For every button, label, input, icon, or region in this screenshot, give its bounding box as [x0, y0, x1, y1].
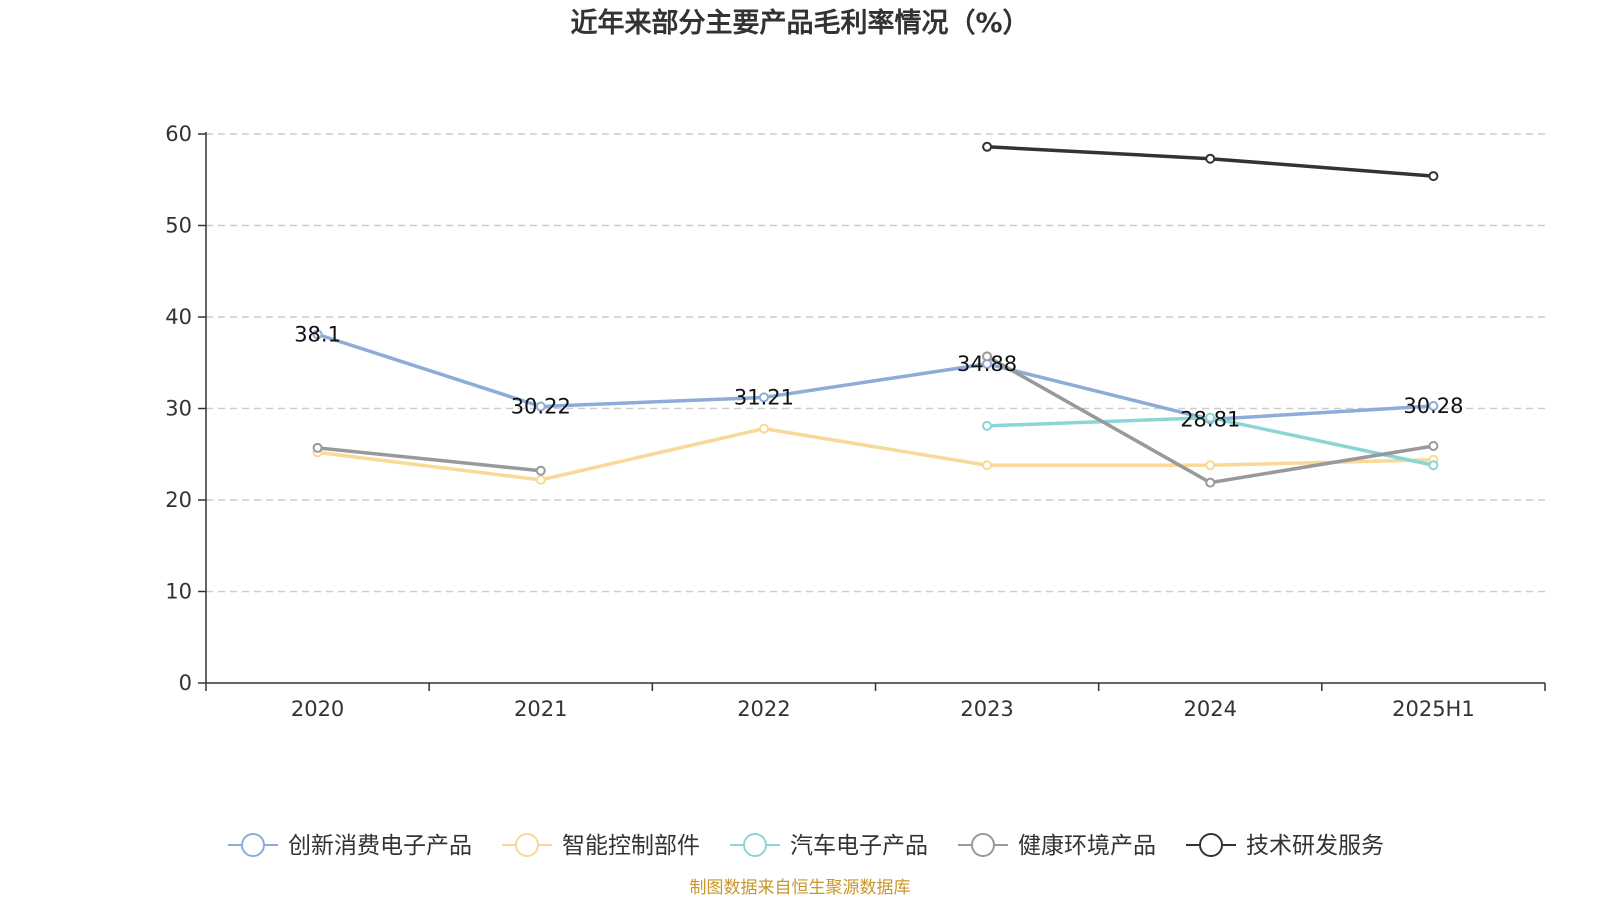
data-point: [312, 329, 323, 340]
legend-marker: [241, 833, 265, 857]
series-line: [317, 446, 541, 473]
legend-marker: [743, 833, 767, 857]
series-line: [317, 332, 1434, 422]
y-tick-label: 30: [165, 397, 192, 421]
legend-marker: [1199, 833, 1223, 857]
y-tick-label: 10: [165, 580, 192, 604]
x-tick-label: 2020: [291, 697, 344, 721]
series-3: [312, 351, 1439, 488]
legend-label: 汽车电子产品: [790, 833, 928, 859]
x-tick-label: 2023: [960, 697, 1013, 721]
data-label: 28.81: [1180, 407, 1240, 431]
legend-label: 健康环境产品: [1018, 833, 1156, 859]
series-1: [312, 423, 1439, 485]
data-point: [982, 460, 993, 471]
data-labels: 38.1 30.22 31.21 34.88 28.81 30.28: [294, 322, 1463, 431]
legend-label: 创新消费电子产品: [288, 833, 472, 859]
legend[interactable]: 创新消费电子产品 智能控制部件 汽车电子产品 健康环境产品 技术研发服务: [228, 833, 1384, 859]
legend-item[interactable]: 创新消费电子产品: [228, 833, 472, 859]
data-point: [1428, 171, 1439, 182]
data-point: [1205, 477, 1216, 488]
x-tick-label: 2025H1: [1392, 697, 1475, 721]
data-point: [1205, 412, 1216, 423]
y-tick-label: 60: [165, 122, 192, 146]
data-point: [535, 401, 546, 412]
series-0: [312, 329, 1439, 425]
series-2: [982, 412, 1439, 471]
data-point: [535, 474, 546, 485]
axes: 0 10 20 30 40 50 60 2020 2021 2022 2023 2024 2025H1: [165, 122, 1546, 721]
data-point: [312, 442, 323, 453]
data-point: [1205, 153, 1216, 164]
data-point: [982, 420, 993, 431]
data-point: [982, 141, 993, 152]
data-point: [758, 423, 769, 434]
series-line: [317, 426, 1434, 482]
y-tick-label: 20: [165, 488, 192, 512]
data-point: [982, 351, 993, 362]
series-layer: [312, 141, 1439, 488]
legend-label: 技术研发服务: [1246, 833, 1384, 859]
legend-marker: [515, 833, 539, 857]
data-point: [1428, 441, 1439, 452]
data-label: 31.21: [734, 385, 794, 409]
data-point: [535, 465, 546, 476]
y-tick-label: 40: [165, 305, 192, 329]
data-label: 34.88: [957, 352, 1017, 376]
x-tick-label: 2024: [1184, 697, 1237, 721]
source-note: 制图数据来自恒生聚源数据库: [690, 878, 911, 898]
data-label: 30.28: [1403, 394, 1463, 418]
legend-item[interactable]: 汽车电子产品: [730, 833, 928, 859]
data-point: [758, 392, 769, 403]
chart-title: 近年来部分主要产品毛利率情况（%）: [570, 7, 1029, 39]
x-tick-label: 2021: [514, 697, 567, 721]
legend-item[interactable]: 健康环境产品: [958, 833, 1156, 859]
data-label: 38.1: [294, 322, 341, 346]
data-label: 30.22: [511, 394, 571, 418]
data-point: [1428, 400, 1439, 411]
legend-item[interactable]: 智能控制部件: [502, 833, 700, 859]
x-tick-label: 2022: [737, 697, 790, 721]
legend-marker: [971, 833, 995, 857]
legend-item[interactable]: 技术研发服务: [1186, 833, 1384, 859]
series-4: [982, 141, 1439, 182]
y-tick-label: 50: [165, 214, 192, 238]
data-point: [1205, 460, 1216, 471]
data-point: [1428, 460, 1439, 471]
y-tick-label: 0: [179, 671, 192, 695]
legend-label: 智能控制部件: [562, 833, 700, 859]
